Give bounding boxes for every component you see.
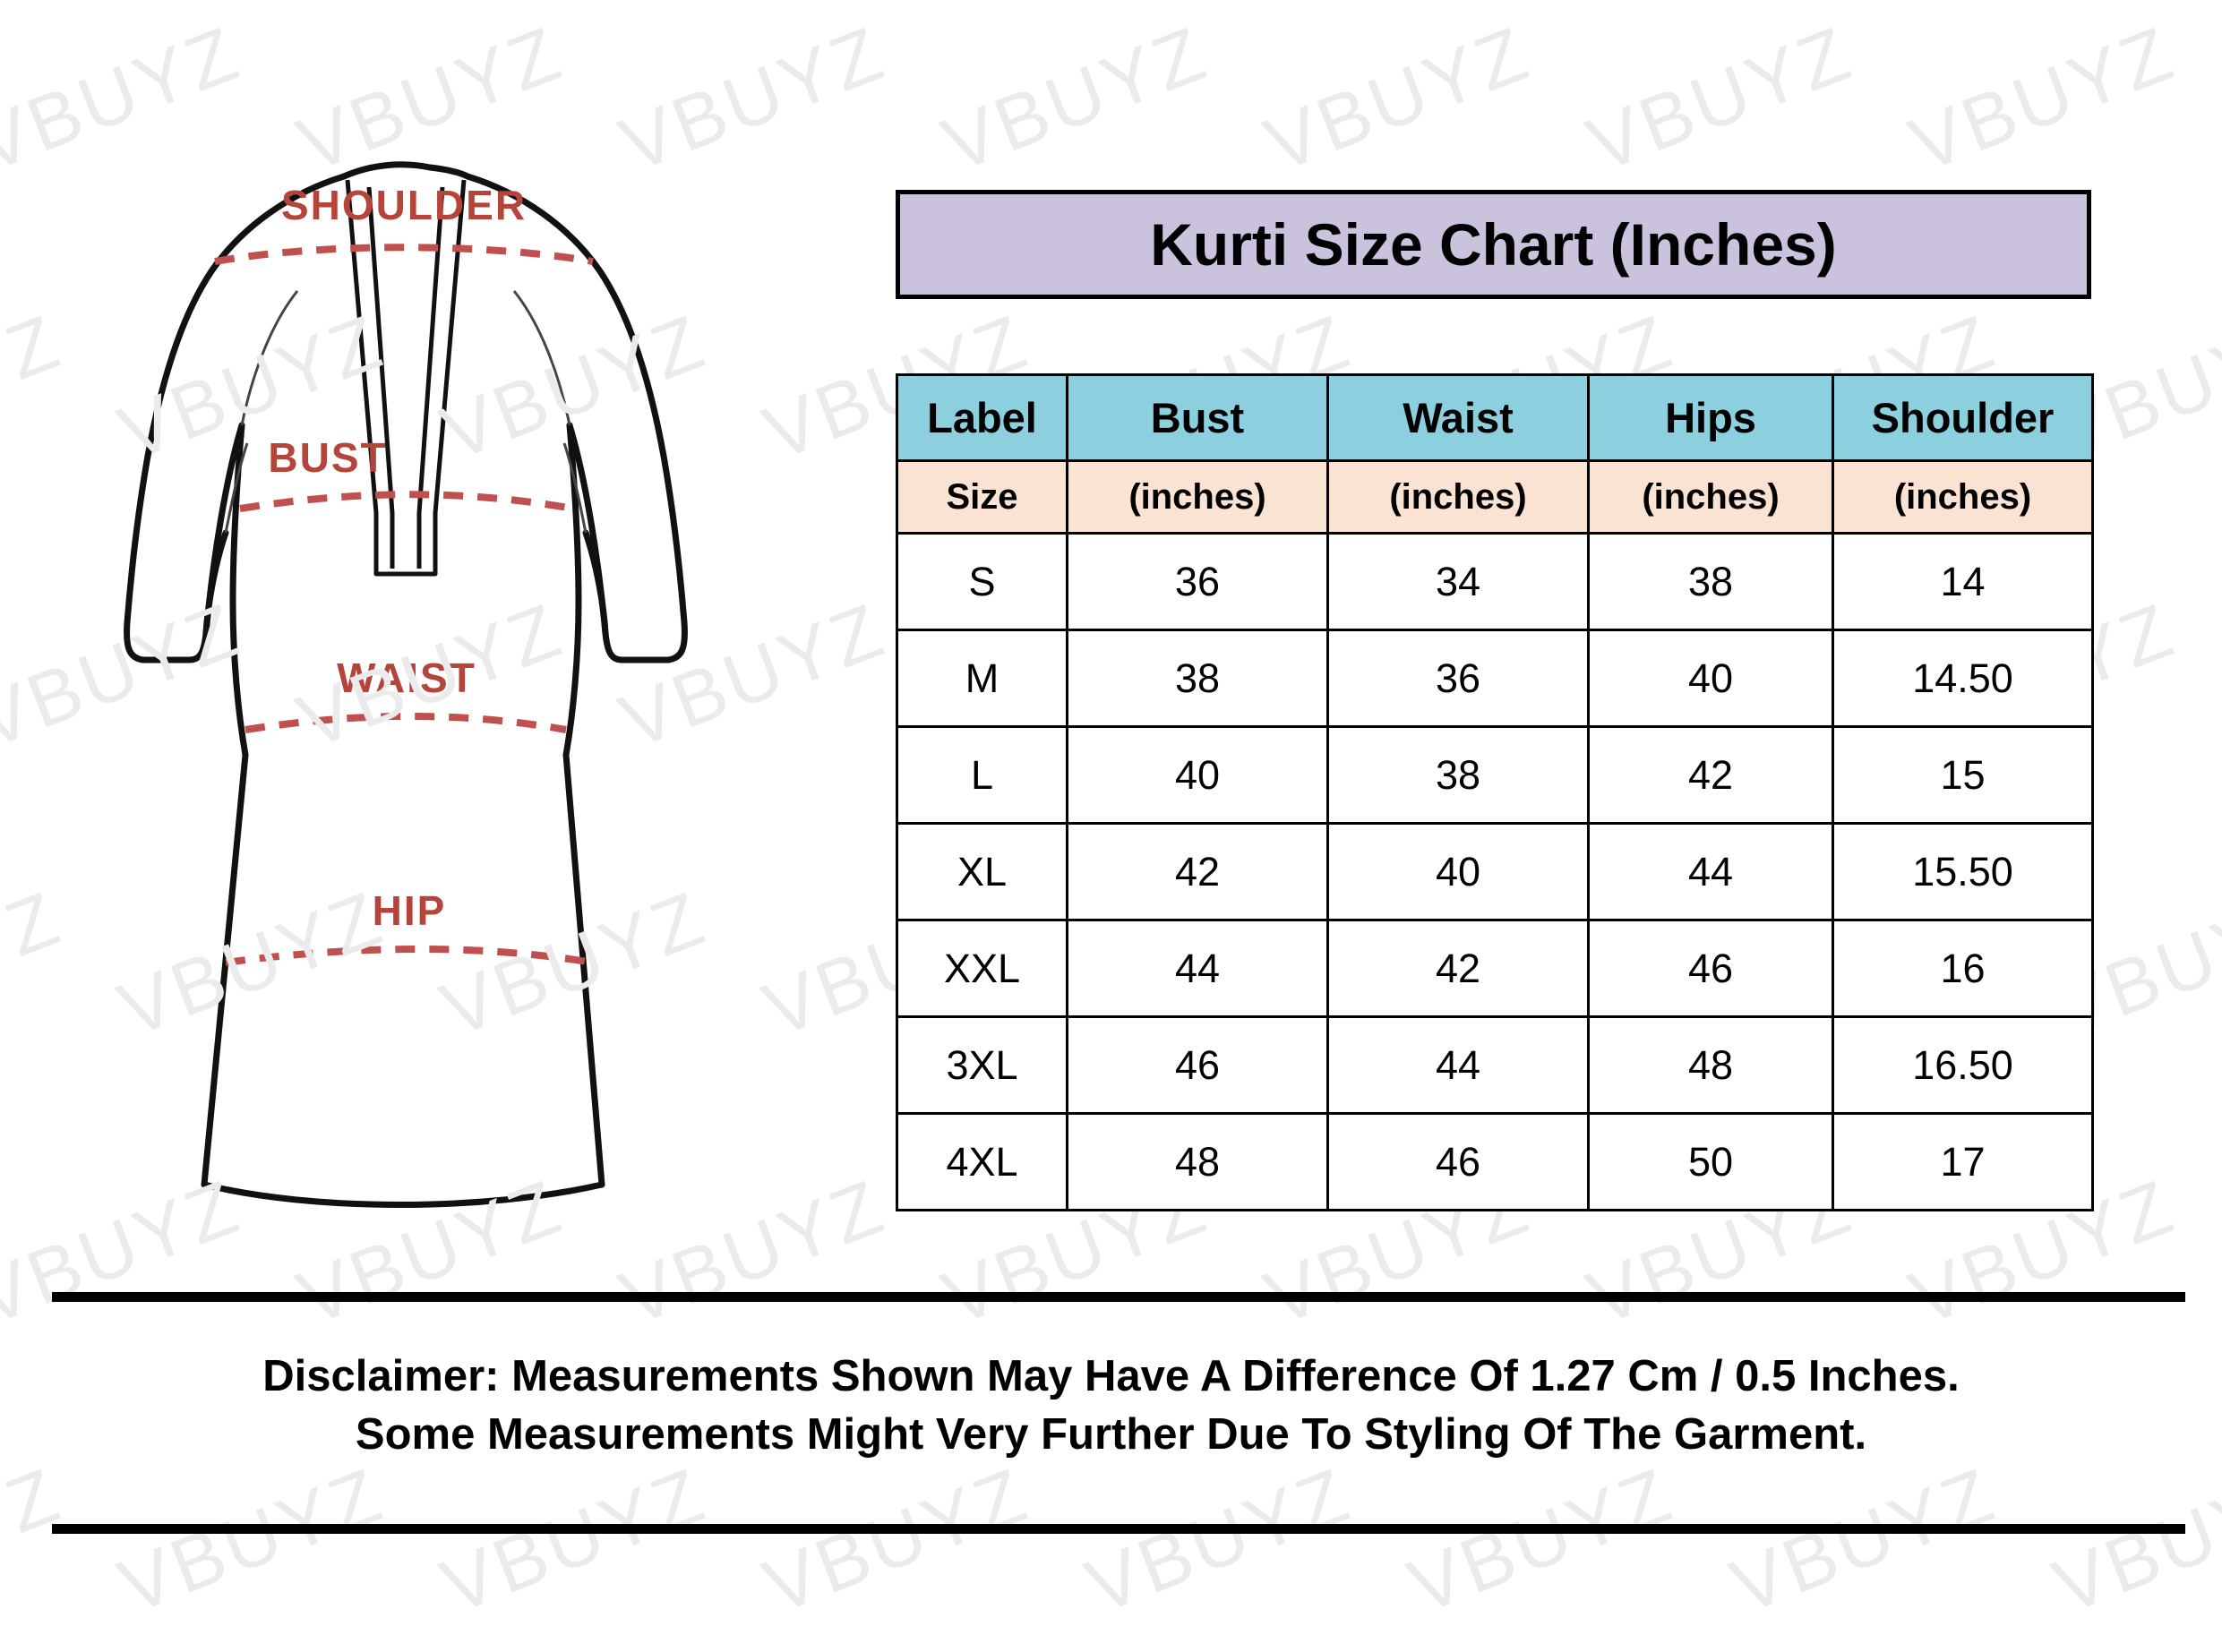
cell-hips: 48 (1587, 1015, 1834, 1115)
label-waist: WAIST (337, 655, 476, 701)
cell-bust: 42 (1066, 822, 1329, 921)
cell-shoulder: 14.50 (1832, 629, 2094, 728)
table-row: XL 42 40 44 15.50 (896, 822, 2094, 921)
cell-shoulder: 14 (1832, 532, 2094, 631)
cell-shoulder: 17 (1832, 1112, 2094, 1211)
cell-bust: 40 (1066, 725, 1329, 825)
table-row: XXL 44 42 46 16 (896, 919, 2094, 1018)
col-header-bust: Bust (1066, 373, 1329, 462)
label-bust: BUST (268, 434, 387, 481)
table-header-row: Label Bust Waist Hips Shoulder (896, 373, 2094, 462)
cell-bust: 36 (1066, 532, 1329, 631)
table-row: 4XL 48 46 50 17 (896, 1112, 2094, 1211)
cell-waist: 42 (1326, 919, 1590, 1018)
page-title: Kurti Size Chart (Inches) (1150, 211, 1837, 278)
chart-title-banner: Kurti Size Chart (Inches) (896, 190, 2091, 299)
cell-waist: 44 (1326, 1015, 1590, 1115)
label-hip: HIP (373, 887, 447, 934)
watermark-text: VBUYZ (0, 298, 73, 477)
table-row: 3XL 46 44 48 16.50 (896, 1015, 2094, 1115)
cell-size: 3XL (896, 1015, 1068, 1115)
units-cell-waist: (inches) (1326, 459, 1590, 535)
kurti-illustration: SHOULDER BUST WAIST HIP (107, 157, 743, 1276)
cell-hips: 40 (1587, 629, 1834, 728)
cell-waist: 36 (1326, 629, 1590, 728)
cell-size: M (896, 629, 1068, 728)
watermark-text: VBUYZ (0, 1451, 73, 1631)
cell-shoulder: 16.50 (1832, 1015, 2094, 1115)
cell-bust: 46 (1066, 1015, 1329, 1115)
cell-waist: 40 (1326, 822, 1590, 921)
watermark-text: VBUYZ (1720, 1451, 2008, 1631)
col-header-label: Label (896, 373, 1068, 462)
watermark-text: VBUYZ (1075, 1451, 1363, 1631)
units-cell-shoulder: (inches) (1832, 459, 2094, 535)
table-row: S 36 34 38 14 (896, 532, 2094, 631)
disclaimer-line-1: Disclaimer: Measurements Shown May Have … (262, 1352, 1960, 1400)
table-row: M 38 36 40 14.50 (896, 629, 2094, 728)
units-cell-hips: (inches) (1587, 459, 1834, 535)
watermark-text: VBUYZ (1899, 10, 2187, 189)
cell-size: XL (896, 822, 1068, 921)
divider-bottom (52, 1524, 2185, 1534)
size-chart-table: Label Bust Waist Hips Shoulder Size (inc… (896, 373, 2094, 1211)
cell-hips: 42 (1587, 725, 1834, 825)
watermark-text: VBUYZ (107, 1451, 396, 1631)
watermark-text: VBUYZ (430, 1451, 718, 1631)
col-header-hips: Hips (1587, 373, 1834, 462)
cell-size: L (896, 725, 1068, 825)
watermark-text: VBUYZ (1397, 1451, 1686, 1631)
disclaimer-line-2: Some Measurements Might Very Further Due… (355, 1409, 1867, 1459)
cell-hips: 44 (1587, 822, 1834, 921)
label-shoulder: SHOULDER (281, 182, 527, 228)
disclaimer-block: Disclaimer: Measurements Shown May Have … (0, 1348, 2222, 1463)
cell-bust: 48 (1066, 1112, 1329, 1211)
divider-top (52, 1292, 2185, 1302)
cell-hips: 38 (1587, 532, 1834, 631)
cell-size: S (896, 532, 1068, 631)
size-table-container: Label Bust Waist Hips Shoulder Size (inc… (896, 373, 2094, 1211)
cell-bust: 38 (1066, 629, 1329, 728)
watermark-text: VBUYZ (0, 875, 73, 1054)
cell-waist: 46 (1326, 1112, 1590, 1211)
cell-shoulder: 15.50 (1832, 822, 2094, 921)
table-units-row: Size (inches) (inches) (inches) (inches) (896, 459, 2094, 535)
col-header-shoulder: Shoulder (1832, 373, 2094, 462)
cell-size: 4XL (896, 1112, 1068, 1211)
table-row: L 40 38 42 15 (896, 725, 2094, 825)
watermark-text: VBUYZ (1576, 10, 1865, 189)
cell-hips: 50 (1587, 1112, 1834, 1211)
units-cell-bust: (inches) (1066, 459, 1329, 535)
watermark-text: VBUYZ (1254, 10, 1542, 189)
cell-waist: 38 (1326, 725, 1590, 825)
col-header-waist: Waist (1326, 373, 1590, 462)
cell-shoulder: 16 (1832, 919, 2094, 1018)
cell-size: XXL (896, 919, 1068, 1018)
watermark-text: VBUYZ (931, 10, 1220, 189)
cell-waist: 34 (1326, 532, 1590, 631)
watermark-text: VBUYZ (752, 1451, 1041, 1631)
cell-hips: 46 (1587, 919, 1834, 1018)
watermark-text: VBUYZ (2042, 1451, 2222, 1631)
cell-shoulder: 15 (1832, 725, 2094, 825)
units-cell-label: Size (896, 459, 1068, 535)
cell-bust: 44 (1066, 919, 1329, 1018)
